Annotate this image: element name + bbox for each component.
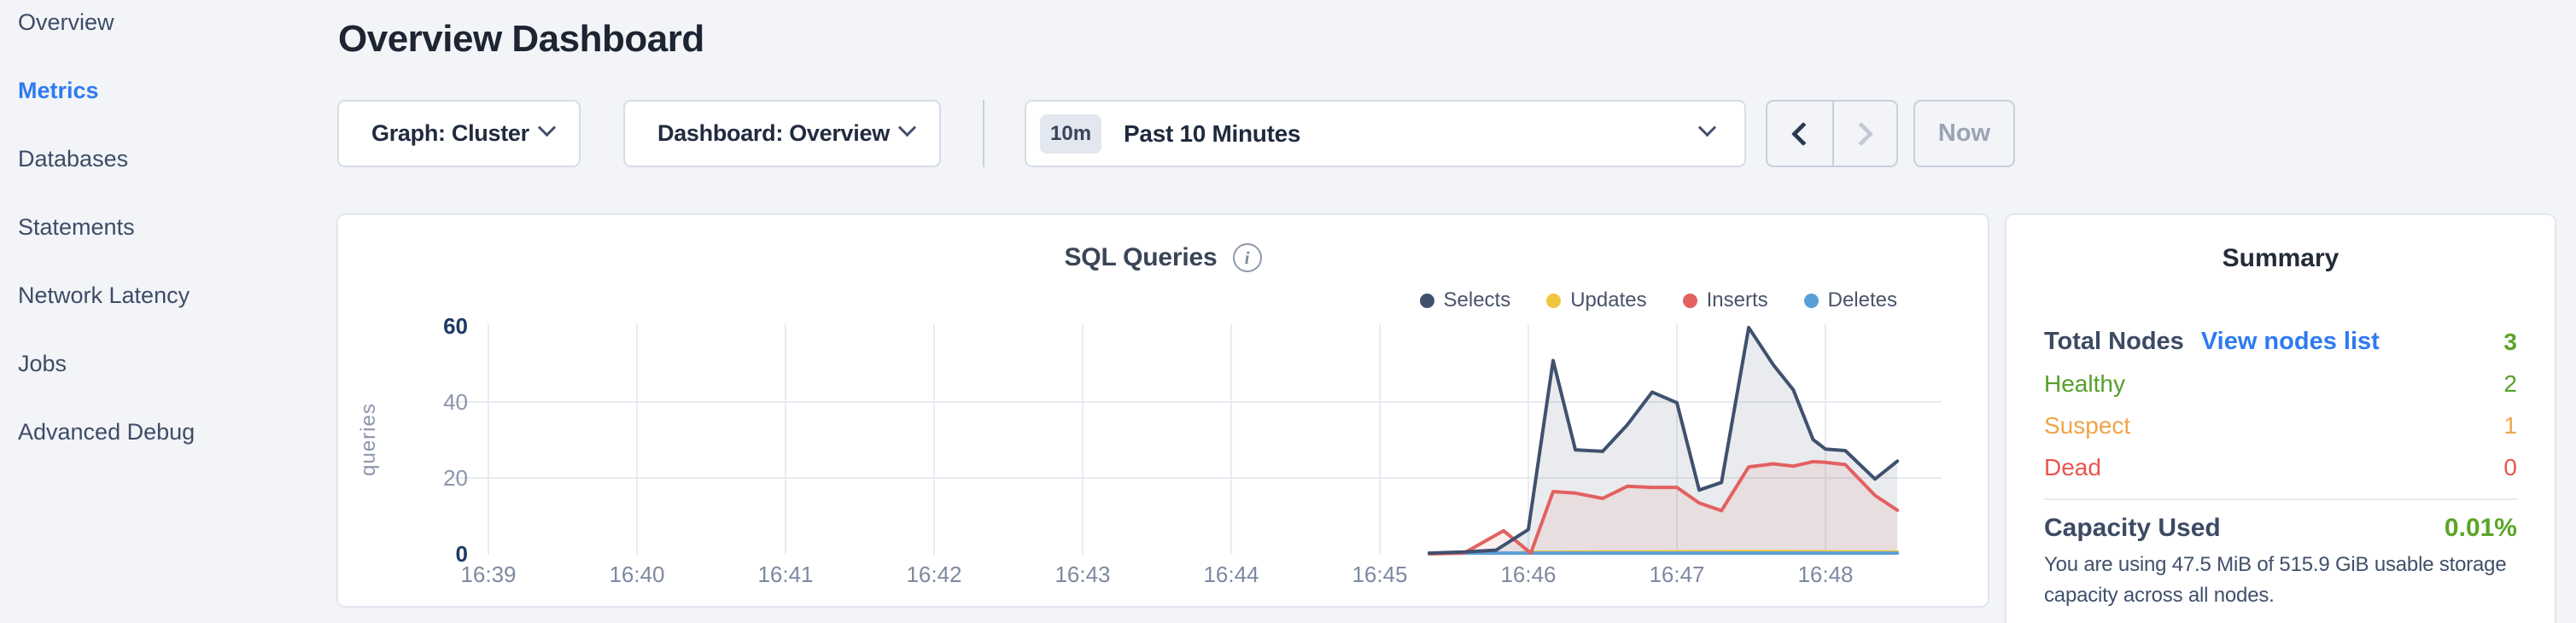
dead-label: Dead	[2044, 453, 2101, 480]
capacity-used-row: Capacity Used 0.01%	[2044, 514, 2517, 543]
legend-dot-icon	[1803, 293, 1819, 308]
graph-dropdown-label: Graph: Cluster	[371, 120, 529, 146]
page-title: Overview Dashboard	[338, 18, 704, 60]
legend-item-selects[interactable]: Selects	[1419, 288, 1511, 312]
sidebar-item-databases[interactable]: Databases	[18, 145, 129, 172]
chevron-left-icon	[1790, 121, 1815, 146]
chevron-down-icon	[1697, 119, 1717, 137]
chart-title: SQL Queries	[1064, 243, 1218, 271]
total-nodes-value: 3	[2503, 328, 2517, 355]
legend-dot-icon	[1419, 293, 1434, 308]
summary-title: Summary	[2222, 244, 2339, 272]
legend-label: Deletes	[1827, 288, 1897, 312]
dashboard-dropdown-label: Dashboard: Overview	[657, 120, 890, 146]
now-button[interactable]: Now	[1913, 100, 2015, 167]
time-step-forward-button[interactable]	[1831, 102, 1897, 166]
sidebar-item-network-latency[interactable]: Network Latency	[18, 282, 190, 308]
x-axis-tick-label: 16:47	[1649, 562, 1705, 587]
total-nodes-label: Total Nodes	[2044, 328, 2184, 355]
legend-dot-icon	[1546, 293, 1562, 308]
time-range-picker[interactable]: 10m Past 10 Minutes	[1025, 100, 1746, 167]
y-axis-tick-label: 40	[443, 389, 468, 415]
x-axis-tick-label: 16:46	[1500, 562, 1557, 587]
view-nodes-list-link[interactable]: View nodes list	[2200, 328, 2380, 355]
chevron-down-icon	[537, 119, 557, 137]
suspect-value: 1	[2503, 411, 2517, 439]
x-axis-tick-label: 16:45	[1352, 562, 1408, 587]
capacity-used-value: 0.01%	[2444, 514, 2517, 542]
x-axis-tick-label: 16:43	[1054, 562, 1111, 587]
y-axis-tick-label: 60	[443, 313, 468, 339]
x-axis-tick-label: 16:41	[757, 562, 814, 587]
x-axis-tick-label: 16:48	[1797, 562, 1854, 587]
legend-label: Selects	[1443, 288, 1511, 312]
suspect-label: Suspect	[2044, 411, 2131, 439]
x-axis-tick-label: 16:44	[1203, 562, 1259, 587]
chevron-down-icon	[897, 119, 917, 137]
time-step-button-group	[1766, 100, 1898, 167]
summary-rows: Total Nodes View nodes list 3 Healthy 2 …	[2044, 321, 2517, 488]
suspect-nodes-row: Suspect 1	[2044, 405, 2517, 446]
summary-divider	[2044, 498, 2517, 500]
graph-source-dropdown[interactable]: Graph: Cluster	[337, 100, 581, 167]
healthy-value: 2	[2503, 370, 2517, 397]
sidebar-item-metrics[interactable]: Metrics	[18, 77, 99, 103]
legend-label: Inserts	[1706, 288, 1768, 312]
x-axis-tick-label: 16:42	[906, 562, 962, 587]
y-axis-tick-label: 0	[455, 541, 468, 567]
legend-item-updates[interactable]: Updates	[1546, 288, 1647, 312]
chart-legend: Selects Updates Inserts Deletes	[1419, 288, 1897, 312]
chart-canvas	[451, 324, 1942, 556]
total-nodes-row: Total Nodes View nodes list 3	[2044, 321, 2517, 363]
sql-queries-chart[interactable]: queries 16:39 16:40 16:41 16:42 16:43 16:44 16…	[338, 215, 1988, 606]
x-axis-tick-label: 16:40	[609, 562, 665, 587]
chart-title-row: SQL Queries i	[338, 241, 1988, 275]
dashboard-dropdown[interactable]: Dashboard: Overview	[623, 100, 941, 167]
controls-divider	[983, 100, 984, 167]
time-range-label: Past 10 Minutes	[1124, 119, 1301, 147]
legend-label: Updates	[1570, 288, 1647, 312]
sidebar-item-overview[interactable]: Overview	[18, 9, 114, 35]
capacity-description: You are using 47.5 MiB of 515.9 GiB usab…	[2044, 553, 2507, 607]
legend-item-deletes[interactable]: Deletes	[1803, 288, 1897, 312]
capacity-used-label: Capacity Used	[2044, 514, 2221, 542]
sidebar-nav: Overview Metrics Databases Statements Ne…	[0, 0, 335, 623]
dead-value: 0	[2503, 453, 2517, 480]
x-axis-tick-label: 16:39	[460, 562, 517, 587]
info-icon[interactable]: i	[1232, 243, 1262, 272]
time-range-badge: 10m	[1040, 114, 1102, 154]
sidebar-item-statements[interactable]: Statements	[18, 213, 135, 240]
chevron-right-icon	[1849, 121, 1874, 146]
healthy-nodes-row: Healthy 2	[2044, 363, 2517, 405]
dead-nodes-row: Dead 0	[2044, 446, 2517, 488]
y-axis-tick-label: 20	[443, 465, 468, 491]
legend-dot-icon	[1682, 293, 1697, 308]
sidebar-item-jobs[interactable]: Jobs	[18, 350, 67, 376]
sql-queries-chart-card: SQL Queries i Selects Updates Inserts De…	[336, 213, 1989, 608]
healthy-label: Healthy	[2044, 370, 2125, 397]
summary-panel: Summary Total Nodes View nodes list 3 He…	[2005, 213, 2556, 623]
time-step-back-button[interactable]	[1767, 102, 1832, 166]
sidebar-item-advanced-debug[interactable]: Advanced Debug	[18, 418, 196, 445]
legend-item-inserts[interactable]: Inserts	[1682, 288, 1768, 312]
